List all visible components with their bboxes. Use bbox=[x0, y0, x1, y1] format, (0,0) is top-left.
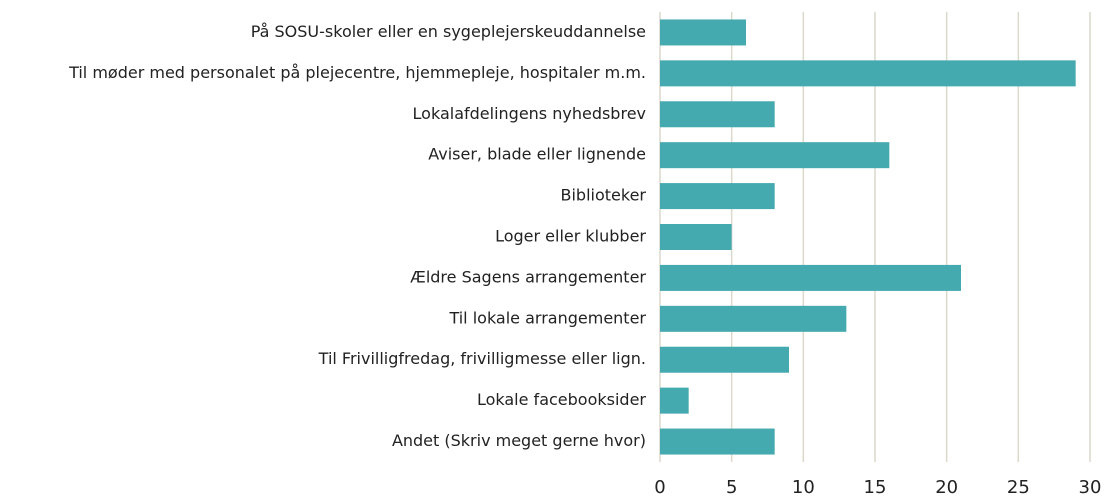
bar bbox=[660, 60, 1076, 87]
x-tick-label: 0 bbox=[654, 477, 665, 498]
y-tick-label: Lokalafdelingens nyhedsbrev bbox=[413, 104, 646, 123]
bar bbox=[660, 183, 775, 210]
y-tick-label: På SOSU-skoler eller en sygeplejerskeudd… bbox=[251, 22, 646, 41]
y-tick-label: Til Frivilligfredag, frivilligmesse elle… bbox=[318, 349, 646, 368]
y-tick-label: Til lokale arrangementer bbox=[448, 308, 646, 327]
x-tick-label: 10 bbox=[792, 477, 815, 498]
y-tick-label: Aviser, blade eller lignende bbox=[428, 145, 646, 164]
bar bbox=[660, 428, 775, 455]
bar bbox=[660, 19, 746, 46]
bar bbox=[660, 224, 732, 250]
bar bbox=[660, 387, 689, 414]
bar bbox=[660, 346, 789, 373]
bar bbox=[660, 101, 775, 128]
x-tick-label: 15 bbox=[864, 477, 887, 498]
y-tick-label: Loger eller klubber bbox=[495, 227, 646, 246]
x-tick-label: 25 bbox=[1007, 477, 1030, 498]
x-tick-label: 5 bbox=[726, 477, 737, 498]
y-tick-label: Ældre Sagens arrangementer bbox=[410, 267, 646, 286]
bar bbox=[660, 142, 890, 169]
x-tick-label: 30 bbox=[1079, 477, 1102, 498]
y-tick-label: Andet (Skriv meget gerne hvor) bbox=[392, 431, 646, 450]
x-tick-label: 20 bbox=[935, 477, 958, 498]
y-tick-label: Biblioteker bbox=[561, 186, 647, 205]
bar bbox=[660, 305, 847, 332]
y-tick-label: Til møder med personalet på plejecentre,… bbox=[68, 63, 646, 82]
y-tick-label: Lokale facebooksider bbox=[477, 390, 646, 409]
bar bbox=[660, 264, 961, 291]
